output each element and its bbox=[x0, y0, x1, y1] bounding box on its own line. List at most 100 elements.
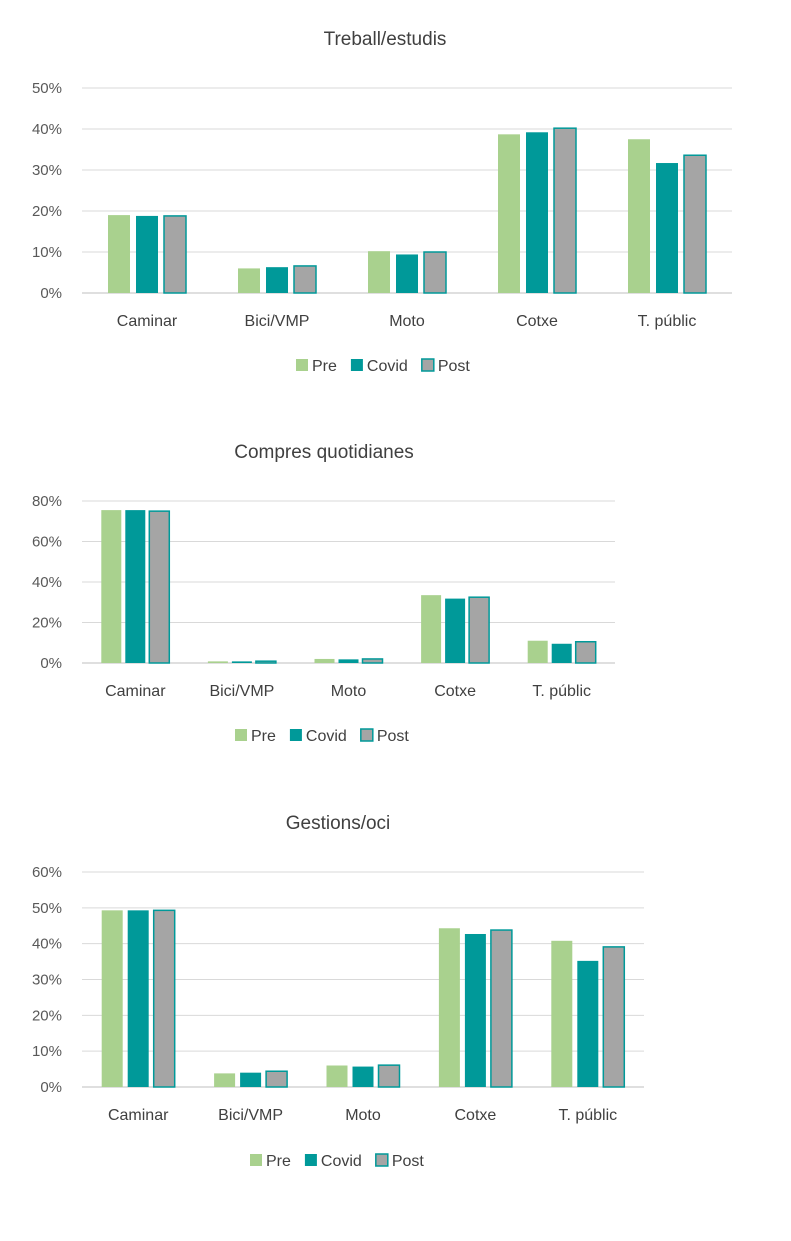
y-tick-label: 50% bbox=[32, 900, 62, 917]
bar-covid-3 bbox=[526, 132, 548, 293]
y-tick-label: 20% bbox=[32, 615, 62, 632]
bar-pre-4 bbox=[551, 940, 573, 1087]
category-label: Cotxe bbox=[434, 683, 476, 700]
bar-covid-2 bbox=[396, 254, 418, 293]
category-label: T. públic bbox=[638, 313, 697, 330]
legend-swatch-covid bbox=[304, 1154, 317, 1166]
y-tick-label: 50% bbox=[32, 80, 62, 97]
y-tick-label: 60% bbox=[32, 534, 62, 551]
bar-covid-0 bbox=[127, 910, 149, 1087]
legend-label: Post bbox=[392, 1153, 425, 1170]
y-tick-label: 30% bbox=[32, 972, 62, 989]
bar-post-0 bbox=[152, 909, 176, 1088]
bar-post-0 bbox=[148, 510, 171, 664]
legend-label: Post bbox=[377, 728, 410, 745]
bar-pre-2 bbox=[326, 1065, 348, 1087]
bar-covid-4 bbox=[551, 643, 572, 663]
bar-post-2 bbox=[377, 1064, 401, 1088]
chart-3: Gestions/oci 0% 10% 20% 30% 40% 50% 60% Caminar B… bbox=[32, 813, 644, 1170]
category-label: Caminar bbox=[117, 313, 178, 330]
y-tick-label: 0% bbox=[40, 1079, 62, 1096]
legend-label: Pre bbox=[312, 358, 337, 375]
y-tick-label: 40% bbox=[32, 936, 62, 953]
bar-post-1 bbox=[255, 660, 277, 664]
legend-swatch-pre bbox=[235, 729, 247, 741]
legend-label: Covid bbox=[367, 358, 408, 375]
chart-title: Compres quotidianes bbox=[234, 442, 414, 463]
y-tick-label: 20% bbox=[32, 1007, 62, 1024]
category-label: Bici/VMP bbox=[245, 313, 310, 330]
bar-covid-4 bbox=[577, 960, 599, 1087]
legend-swatch-pre bbox=[296, 359, 308, 371]
legend-label: Covid bbox=[306, 728, 347, 745]
bar-covid-3 bbox=[464, 933, 486, 1087]
category-label: T. públic bbox=[558, 1107, 617, 1124]
chart-2: Compres quotidianes 0% 20% 40% 60% 80% Caminar… bbox=[32, 442, 615, 745]
category-label: Cotxe bbox=[516, 313, 558, 330]
category-label: Caminar bbox=[105, 683, 166, 700]
bar-post-2 bbox=[423, 251, 447, 294]
bar-pre-3 bbox=[498, 134, 520, 293]
legend-label: Covid bbox=[321, 1153, 362, 1170]
bar-covid-0 bbox=[136, 215, 158, 293]
bar-post-2 bbox=[361, 658, 384, 664]
legend-label: Pre bbox=[251, 728, 276, 745]
bar-pre-1 bbox=[214, 1073, 236, 1087]
bar-post-3 bbox=[490, 929, 513, 1088]
bar-pre-2 bbox=[314, 658, 335, 663]
bar-pre-1 bbox=[207, 661, 228, 663]
bar-pre-0 bbox=[101, 910, 123, 1087]
bar-post-3 bbox=[468, 596, 490, 664]
bar-post-4 bbox=[683, 154, 707, 294]
y-tick-label: 10% bbox=[32, 1043, 62, 1060]
legend-swatch-post bbox=[375, 1153, 389, 1167]
bar-pre-3 bbox=[438, 928, 460, 1087]
bar-covid-1 bbox=[240, 1072, 262, 1087]
category-label: Bici/VMP bbox=[209, 683, 274, 700]
legend-swatch-covid bbox=[350, 359, 363, 371]
y-tick-label: 20% bbox=[32, 203, 62, 220]
category-label: Cotxe bbox=[455, 1107, 497, 1124]
bar-covid-4 bbox=[656, 163, 678, 293]
bar-pre-1 bbox=[238, 268, 260, 293]
y-tick-label: 10% bbox=[32, 244, 62, 261]
bar-covid-1 bbox=[266, 267, 288, 293]
legend-swatch-post bbox=[421, 358, 435, 372]
bar-post-1 bbox=[265, 1070, 288, 1088]
bar-pre-3 bbox=[421, 595, 442, 663]
category-label: Moto bbox=[389, 313, 425, 330]
bar-pre-0 bbox=[108, 215, 130, 293]
y-tick-label: 40% bbox=[32, 121, 62, 138]
bar-covid-1 bbox=[231, 661, 252, 663]
bar-covid-2 bbox=[338, 659, 359, 663]
y-tick-label: 40% bbox=[32, 574, 62, 591]
chart-title: Gestions/oci bbox=[286, 813, 391, 834]
category-label: Moto bbox=[331, 683, 367, 700]
bar-post-1 bbox=[293, 265, 317, 294]
bar-post-3 bbox=[553, 127, 577, 294]
bar-covid-0 bbox=[125, 510, 146, 663]
bar-covid-3 bbox=[445, 598, 466, 663]
legend-swatch-post bbox=[360, 728, 374, 742]
bar-post-0 bbox=[163, 215, 187, 294]
bar-pre-2 bbox=[368, 251, 390, 293]
category-label: T. públic bbox=[532, 683, 591, 700]
y-tick-label: 30% bbox=[32, 162, 62, 179]
category-label: Bici/VMP bbox=[218, 1107, 283, 1124]
legend-label: Pre bbox=[266, 1153, 291, 1170]
bar-covid-2 bbox=[352, 1066, 374, 1087]
y-tick-label: 0% bbox=[40, 285, 62, 302]
y-tick-label: 60% bbox=[32, 864, 62, 881]
bar-pre-0 bbox=[101, 510, 122, 663]
category-label: Moto bbox=[345, 1107, 381, 1124]
legend-swatch-covid bbox=[289, 729, 302, 741]
bar-pre-4 bbox=[628, 139, 650, 293]
bar-post-4 bbox=[574, 640, 597, 664]
legend-swatch-pre bbox=[250, 1154, 262, 1166]
bar-post-4 bbox=[602, 946, 626, 1088]
chart-1: Treball/estudis 0% 10% 20% 30% 40% 50% Caminar B… bbox=[32, 29, 732, 375]
y-tick-label: 0% bbox=[40, 655, 62, 672]
legend-label: Post bbox=[438, 358, 471, 375]
chart-title: Treball/estudis bbox=[324, 29, 447, 50]
